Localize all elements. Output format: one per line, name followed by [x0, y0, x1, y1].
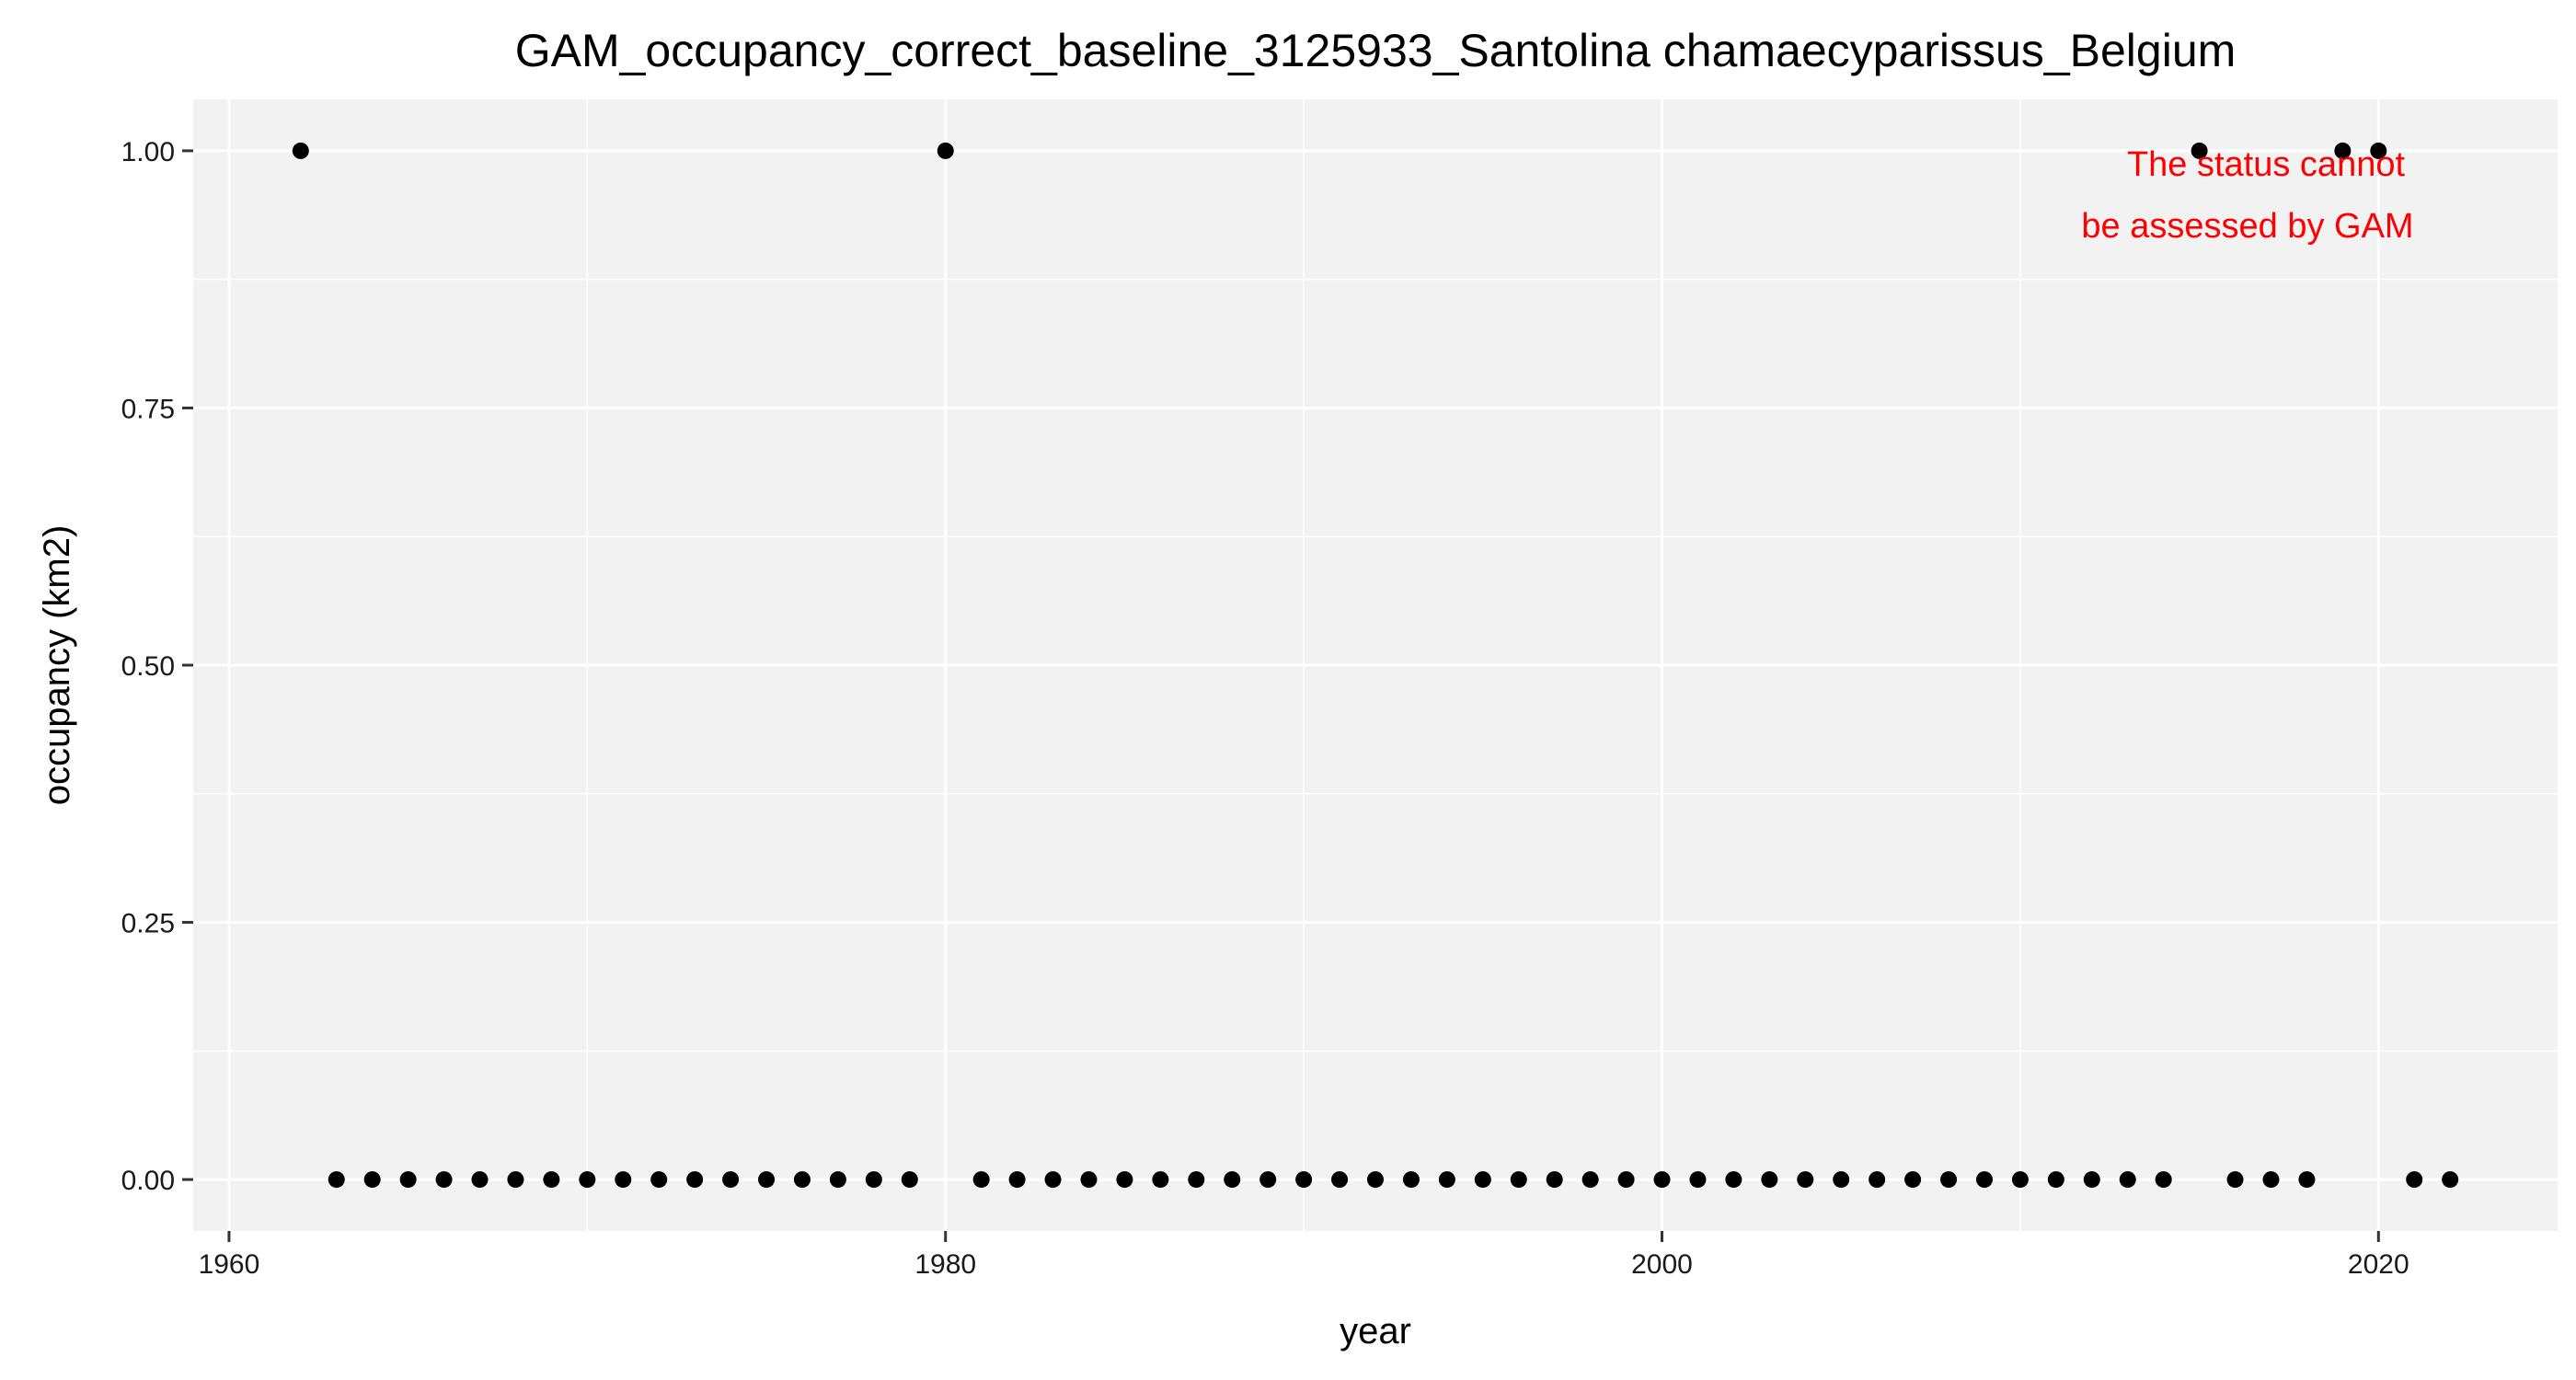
data-point	[399, 1171, 417, 1189]
data-point	[1581, 1171, 1599, 1189]
data-point	[2334, 142, 2352, 159]
data-point	[1869, 1171, 1886, 1189]
x-tick-label: 1960	[199, 1249, 260, 1280]
x-tick-label: 2020	[2348, 1249, 2409, 1280]
y-tick-label: 0.75	[121, 394, 175, 424]
data-point	[650, 1171, 668, 1189]
data-points	[292, 142, 2459, 1189]
data-point	[2119, 1171, 2136, 1189]
data-point	[435, 1171, 453, 1189]
data-point	[2262, 1171, 2280, 1189]
data-point	[1940, 1171, 1958, 1189]
data-point	[722, 1171, 740, 1189]
data-point	[1008, 1171, 1026, 1189]
data-point	[363, 1171, 381, 1189]
x-tick-label: 2000	[1631, 1249, 1693, 1280]
data-point	[2406, 1171, 2423, 1189]
data-point	[328, 1171, 345, 1189]
data-point	[972, 1171, 990, 1189]
data-point	[1725, 1171, 1742, 1189]
data-point	[1188, 1171, 1205, 1189]
data-point	[901, 1171, 918, 1189]
data-point	[2226, 1171, 2244, 1189]
data-point	[2083, 1171, 2100, 1189]
data-point	[1797, 1171, 1814, 1189]
data-point	[2011, 1171, 2029, 1189]
data-point	[1224, 1171, 1241, 1189]
data-point	[471, 1171, 489, 1189]
data-point	[1510, 1171, 1527, 1189]
data-point	[1331, 1171, 1349, 1189]
annotation-line-1: The status cannot	[2127, 145, 2406, 184]
x-axis: 1960 1980 2000 2020	[199, 1231, 2409, 1280]
data-point	[1761, 1171, 1778, 1189]
data-point	[1367, 1171, 1384, 1189]
data-point	[1617, 1171, 1635, 1189]
annotation-line-2: be assessed by GAM	[2081, 207, 2413, 246]
y-tick-label: 0.50	[121, 651, 175, 682]
data-point	[2298, 1171, 2316, 1189]
y-axis-title: occupancy (km2)	[37, 525, 77, 806]
data-point	[758, 1171, 776, 1189]
data-point	[1044, 1171, 1062, 1189]
data-point	[1833, 1171, 1850, 1189]
data-point	[2442, 1171, 2459, 1189]
y-tick-label: 0.00	[121, 1166, 175, 1196]
data-point	[865, 1171, 882, 1189]
data-point	[1259, 1171, 1277, 1189]
data-point	[2370, 142, 2387, 159]
data-point	[543, 1171, 560, 1189]
y-tick-label: 0.25	[121, 909, 175, 939]
data-point	[2155, 1171, 2172, 1189]
data-point	[1474, 1171, 1491, 1189]
data-point	[1152, 1171, 1169, 1189]
data-point	[1904, 1171, 1922, 1189]
data-point	[1295, 1171, 1313, 1189]
chart-title: GAM_occupancy_correct_baseline_3125933_S…	[515, 25, 2237, 76]
data-point	[686, 1171, 704, 1189]
data-point	[1080, 1171, 1098, 1189]
data-point	[1402, 1171, 1420, 1189]
grid-major	[193, 99, 2558, 1231]
data-point	[1438, 1171, 1455, 1189]
annotation: The status cannot be assessed by GAM	[2081, 145, 2413, 246]
data-point	[1653, 1171, 1671, 1189]
data-point	[829, 1171, 846, 1189]
x-tick-label: 1980	[914, 1249, 976, 1280]
data-point	[615, 1171, 632, 1189]
data-point	[937, 142, 954, 159]
x-axis-title: year	[1340, 1311, 1411, 1351]
y-axis: 0.00 0.25 0.50 0.75 1.00	[121, 137, 193, 1196]
data-point	[1546, 1171, 1563, 1189]
data-point	[793, 1171, 811, 1189]
data-point	[2191, 142, 2208, 159]
data-point	[292, 142, 309, 159]
data-point	[1116, 1171, 1133, 1189]
y-tick-label: 1.00	[121, 137, 175, 167]
data-point	[2047, 1171, 2064, 1189]
data-point	[507, 1171, 524, 1189]
data-point	[1975, 1171, 1993, 1189]
data-point	[579, 1171, 596, 1189]
data-point	[1689, 1171, 1707, 1189]
